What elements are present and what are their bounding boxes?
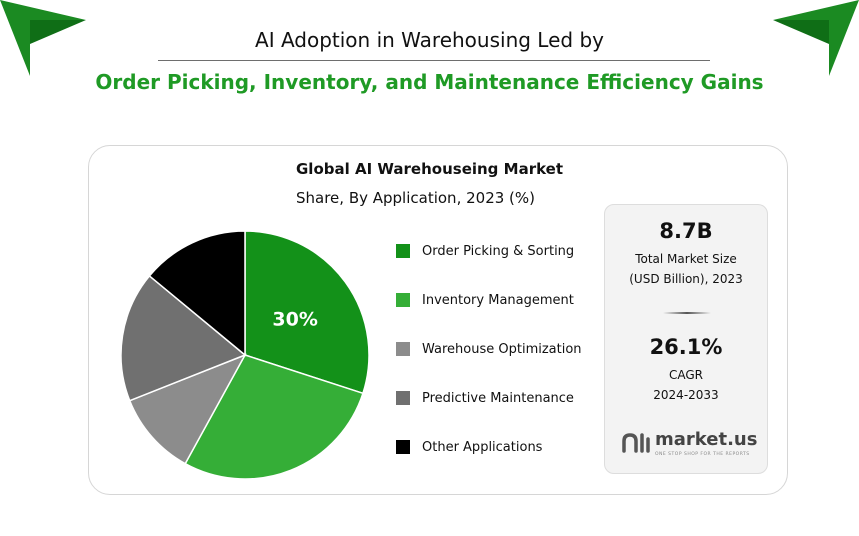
- legend-item: Inventory Management: [396, 291, 582, 309]
- legend-label: Inventory Management: [422, 292, 574, 308]
- stats-divider: [663, 312, 711, 314]
- market-us-logo: market.us one stop shop for the reports: [619, 427, 759, 461]
- cagr-label: CAGR: [668, 368, 703, 382]
- market-us-logo-icon: [622, 433, 650, 453]
- legend-item: Order Picking & Sorting: [396, 242, 582, 260]
- market-size-label-unit: (USD Billion), 2023: [629, 272, 743, 286]
- legend-label: Other Applications: [422, 439, 543, 455]
- chart-legend: Order Picking & Sorting Inventory Manage…: [396, 242, 582, 487]
- legend-item: Warehouse Optimization: [396, 340, 582, 358]
- pie-slice: [148, 230, 246, 357]
- legend-label: Order Picking & Sorting: [422, 243, 575, 259]
- chart-title: Global AI Warehouseing Market: [296, 160, 564, 178]
- legend-item: Other Applications: [396, 438, 582, 456]
- pie-chart: 30%: [120, 230, 370, 480]
- title-divider: [158, 60, 710, 61]
- pie-slice: [244, 230, 370, 395]
- stats-panel: 8.7B Total Market Size (USD Billion), 20…: [604, 204, 768, 474]
- logo-wordmark: market.us: [655, 429, 758, 450]
- corner-decoration-right: [773, 0, 859, 76]
- page-title: AI Adoption in Warehousing Led by: [255, 28, 604, 52]
- pie-slice: [128, 353, 247, 465]
- legend-swatch: [396, 440, 410, 454]
- legend-item: Predictive Maintenance: [396, 389, 582, 407]
- legend-swatch: [396, 293, 410, 307]
- cagr-period: 2024-2033: [653, 388, 719, 402]
- pie-data-label: 30%: [272, 309, 317, 331]
- legend-label: Warehouse Optimization: [422, 341, 582, 357]
- pie-slice: [184, 354, 364, 480]
- page-subtitle: Order Picking, Inventory, and Maintenanc…: [95, 70, 764, 94]
- market-size-value: 8.7B: [659, 219, 713, 243]
- market-size-label: Total Market Size: [635, 252, 737, 266]
- pie-slice: [120, 274, 247, 402]
- legend-swatch: [396, 342, 410, 356]
- chart-subtitle: Share, By Application, 2023 (%): [296, 189, 536, 207]
- legend-swatch: [396, 391, 410, 405]
- corner-decoration-left: [0, 0, 86, 76]
- cagr-value: 26.1%: [649, 335, 723, 359]
- legend-swatch: [396, 244, 410, 258]
- legend-label: Predictive Maintenance: [422, 390, 574, 406]
- logo-tagline: one stop shop for the reports: [655, 452, 750, 457]
